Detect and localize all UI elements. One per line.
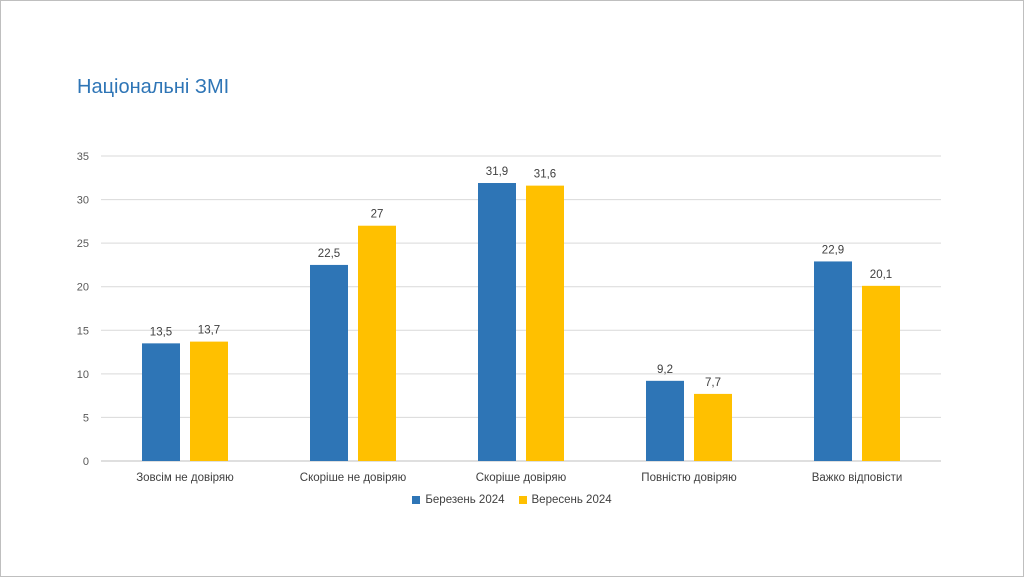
bar xyxy=(142,343,180,461)
y-tick-label: 25 xyxy=(77,238,89,250)
bar xyxy=(646,380,684,461)
legend-item: Вересень 2024 xyxy=(518,494,612,506)
y-tick-label: 15 xyxy=(77,325,89,337)
x-tick-label: Зовсім не довіряю xyxy=(136,472,234,484)
x-tick-label: Важко відповісти xyxy=(812,472,903,484)
x-tick-label: Скоріше не довіряю xyxy=(300,472,407,484)
data-label: 27 xyxy=(371,209,384,221)
x-tick-label: Скоріше довіряю xyxy=(476,472,567,484)
legend-swatch xyxy=(518,496,527,504)
y-tick-label: 10 xyxy=(77,369,89,381)
legend-label: Березень 2024 xyxy=(425,494,505,506)
data-label: 13,5 xyxy=(150,326,172,338)
bar xyxy=(478,183,516,461)
data-label: 13,7 xyxy=(198,325,220,337)
data-label: 22,5 xyxy=(318,248,340,260)
bar xyxy=(862,285,900,461)
data-label: 22,9 xyxy=(822,244,844,256)
legend-label: Вересень 2024 xyxy=(531,494,612,506)
bar xyxy=(190,341,228,461)
bar xyxy=(310,264,348,461)
bar xyxy=(358,225,396,461)
y-tick-label: 0 xyxy=(83,456,89,468)
bar xyxy=(694,393,732,461)
data-label: 9,2 xyxy=(657,364,673,376)
data-label: 31,6 xyxy=(534,169,556,181)
data-label: 31,9 xyxy=(486,166,508,178)
bar xyxy=(814,261,852,461)
data-label: 20,1 xyxy=(870,269,892,281)
legend: Березень 2024 Вересень 2024 xyxy=(0,494,1024,506)
legend-item: Березень 2024 xyxy=(412,494,505,506)
y-tick-label: 5 xyxy=(83,412,89,424)
data-label: 7,7 xyxy=(705,377,721,389)
y-tick-label: 30 xyxy=(77,195,89,207)
y-tick-label: 20 xyxy=(77,282,89,294)
x-tick-label: Повністю довіряю xyxy=(641,472,737,484)
y-tick-label: 35 xyxy=(77,151,89,163)
bar xyxy=(526,185,564,461)
legend-swatch xyxy=(412,496,421,504)
chart-title: Національні ЗМІ xyxy=(77,76,230,98)
